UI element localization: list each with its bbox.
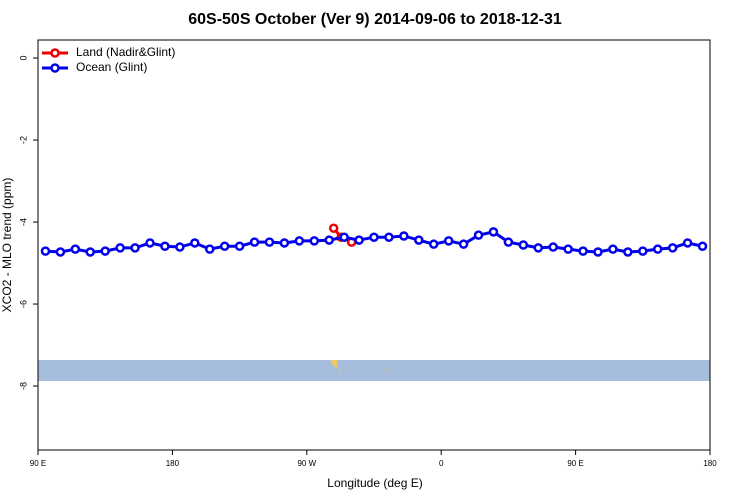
data-point <box>234 241 245 251</box>
data-point <box>145 238 155 248</box>
x-tick-label: 180 <box>166 459 180 468</box>
data-point <box>638 246 648 256</box>
data-point <box>414 235 424 245</box>
data-point <box>160 241 170 251</box>
data-point <box>354 235 364 245</box>
x-axis-label: Longitude (deg E) <box>327 476 422 490</box>
data-point <box>548 242 558 252</box>
data-point <box>249 237 260 247</box>
y-axis-label: XCO2 - MLO trend (ppm) <box>0 178 14 313</box>
data-point <box>682 238 693 248</box>
data-point <box>70 244 81 254</box>
data-point <box>623 247 633 257</box>
x-tick-label: 90 W <box>297 459 316 468</box>
data-point <box>55 247 66 257</box>
data-point <box>473 230 484 240</box>
data-point <box>309 236 320 246</box>
data-point <box>399 231 409 241</box>
y-tick-label: -4 <box>18 218 28 226</box>
data-point <box>264 237 275 247</box>
y-tick-label: 0 <box>18 56 28 61</box>
data-point <box>652 244 663 254</box>
data-point <box>190 238 200 248</box>
data-point <box>100 246 110 256</box>
data-point <box>384 232 394 242</box>
data-point <box>204 244 215 254</box>
data-point <box>518 240 529 250</box>
data-point <box>458 239 469 249</box>
legend-label: Ocean (Glint) <box>76 60 147 74</box>
data-point <box>563 244 573 254</box>
data-point <box>578 246 588 256</box>
data-point <box>130 243 140 253</box>
data-point <box>219 241 230 251</box>
legend-marker <box>50 48 60 58</box>
legend-marker <box>50 63 60 73</box>
data-point <box>175 242 185 252</box>
y-tick-label: -8 <box>18 382 28 390</box>
data-point <box>339 232 349 242</box>
plot-frame <box>37 39 711 451</box>
legend-label: Land (Nadir&Glint) <box>76 45 175 59</box>
data-point <box>667 243 678 253</box>
data-point <box>533 243 544 253</box>
x-tick-label: 90 E <box>30 459 46 468</box>
y-tick-label: -2 <box>18 136 28 144</box>
data-point <box>328 223 339 233</box>
data-point <box>608 244 618 254</box>
data-point <box>279 238 290 248</box>
data-point <box>443 236 454 246</box>
data-point <box>85 247 96 257</box>
x-tick-label: 0 <box>439 459 444 468</box>
land-patch <box>331 360 343 372</box>
data-point <box>40 246 51 256</box>
data-point <box>697 241 708 251</box>
data-point <box>369 232 379 242</box>
chart-title: 60S-50S October (Ver 9) 2014-09-06 to 20… <box>188 11 562 28</box>
map-strip <box>38 360 710 381</box>
data-point <box>593 247 603 257</box>
ocean-band <box>38 360 710 381</box>
data-point <box>294 236 305 246</box>
data-point <box>428 239 439 249</box>
data-point <box>324 235 334 245</box>
x-tick-label: 180 <box>703 459 717 468</box>
y-tick-label: -6 <box>18 300 28 308</box>
land-patch <box>386 369 388 371</box>
data-point <box>488 227 499 237</box>
x-tick-label: 90 E <box>567 459 583 468</box>
data-point <box>115 243 125 253</box>
data-point <box>503 237 514 247</box>
